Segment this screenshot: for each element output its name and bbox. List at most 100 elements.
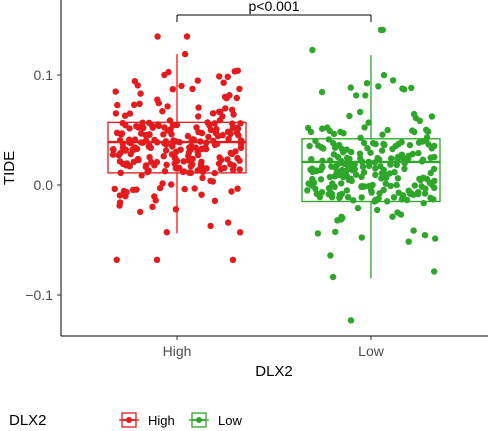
data-point-high — [131, 78, 139, 85]
legend-title: DLX2 — [9, 412, 47, 429]
data-point-low — [383, 171, 390, 179]
data-point-high — [199, 174, 206, 182]
data-point-high — [146, 154, 153, 161]
data-point-high — [194, 151, 202, 159]
legend: DLX2 High Low — [9, 412, 242, 429]
data-point-high — [140, 124, 147, 132]
data-point-high — [134, 155, 142, 163]
data-point-high — [227, 130, 234, 138]
data-point-low — [330, 130, 338, 138]
data-point-low — [343, 167, 350, 175]
data-point-high — [122, 162, 130, 169]
iqr-box — [107, 121, 247, 174]
data-point-low — [406, 141, 414, 149]
data-point-high — [189, 85, 196, 93]
data-point-low — [325, 191, 332, 198]
data-point-high — [222, 105, 229, 112]
data-point-high — [233, 94, 240, 102]
data-point-high — [199, 168, 207, 176]
data-point-high — [126, 110, 134, 117]
data-point-high — [154, 33, 161, 40]
data-point-high — [113, 256, 120, 263]
data-point-high — [111, 185, 118, 193]
data-point-low — [410, 227, 417, 234]
data-point-low — [408, 84, 415, 92]
data-point-high — [207, 177, 214, 185]
data-point-low — [331, 183, 338, 191]
data-point-high — [179, 168, 187, 176]
data-point-high — [169, 143, 176, 150]
data-point-high — [235, 132, 242, 139]
data-point-high — [178, 82, 185, 90]
data-point-high — [212, 128, 219, 135]
boxes-layer — [107, 54, 441, 279]
data-point-low — [360, 139, 368, 147]
data-point-low — [423, 175, 431, 183]
data-point-high — [195, 113, 202, 120]
data-point-low — [380, 186, 387, 194]
data-point-high — [216, 73, 223, 80]
data-point-high — [191, 185, 198, 192]
data-point-low — [387, 182, 394, 190]
data-point-low — [359, 163, 367, 170]
data-point-low — [319, 125, 326, 132]
data-point-low — [358, 234, 365, 241]
data-point-low — [395, 189, 402, 196]
data-point-low — [318, 88, 326, 96]
data-point-high — [146, 131, 153, 138]
legend-label-high: High — [148, 413, 175, 428]
data-point-low — [369, 181, 376, 189]
data-point-high — [198, 145, 206, 152]
data-point-high — [167, 126, 174, 133]
data-point-low — [307, 166, 314, 173]
data-point-high — [112, 110, 120, 117]
legend-key-low — [189, 412, 209, 428]
data-point-low — [394, 155, 401, 163]
data-point-low — [317, 176, 325, 183]
data-point-high — [119, 119, 126, 127]
data-point-low — [388, 155, 395, 162]
data-point-high — [156, 184, 164, 192]
data-point-low — [363, 80, 371, 87]
data-point-low — [309, 175, 316, 183]
data-point-low — [401, 155, 408, 163]
data-point-low — [422, 185, 429, 192]
data-point-low — [378, 147, 386, 154]
data-point-high — [142, 162, 150, 169]
data-point-low — [346, 112, 353, 120]
data-point-low — [320, 145, 327, 152]
data-point-high — [228, 188, 235, 195]
x-axis-title: DLX2 — [255, 363, 293, 380]
data-point-high — [172, 165, 179, 172]
data-point-high — [133, 123, 140, 130]
legend-key-point — [126, 417, 132, 423]
data-point-low — [333, 161, 341, 169]
y-tick-label: 0.1 — [34, 67, 54, 83]
data-point-high — [114, 101, 121, 109]
data-point-low — [416, 117, 423, 125]
data-point-high — [151, 193, 158, 200]
data-point-low — [415, 139, 423, 146]
data-point-high — [137, 90, 144, 97]
data-point-high — [116, 192, 124, 199]
data-point-low — [315, 142, 322, 149]
data-point-low — [399, 85, 406, 92]
data-point-low — [364, 145, 371, 152]
data-point-high — [136, 100, 143, 108]
data-point-high — [121, 112, 129, 119]
data-point-high — [215, 160, 223, 167]
data-point-high — [194, 77, 201, 84]
data-point-low — [358, 194, 365, 201]
outlier-point-low — [347, 317, 355, 324]
data-point-high — [129, 186, 137, 194]
data-point-high — [236, 166, 243, 173]
data-point-low — [353, 92, 360, 99]
data-point-high — [227, 161, 234, 168]
data-point-low — [336, 191, 343, 198]
data-point-low — [372, 140, 379, 148]
p-value-annotation: p<0.001 — [249, 0, 300, 14]
data-point-low — [432, 235, 439, 242]
data-point-high — [194, 167, 201, 174]
data-point-high — [123, 189, 130, 196]
data-point-low — [389, 213, 396, 220]
